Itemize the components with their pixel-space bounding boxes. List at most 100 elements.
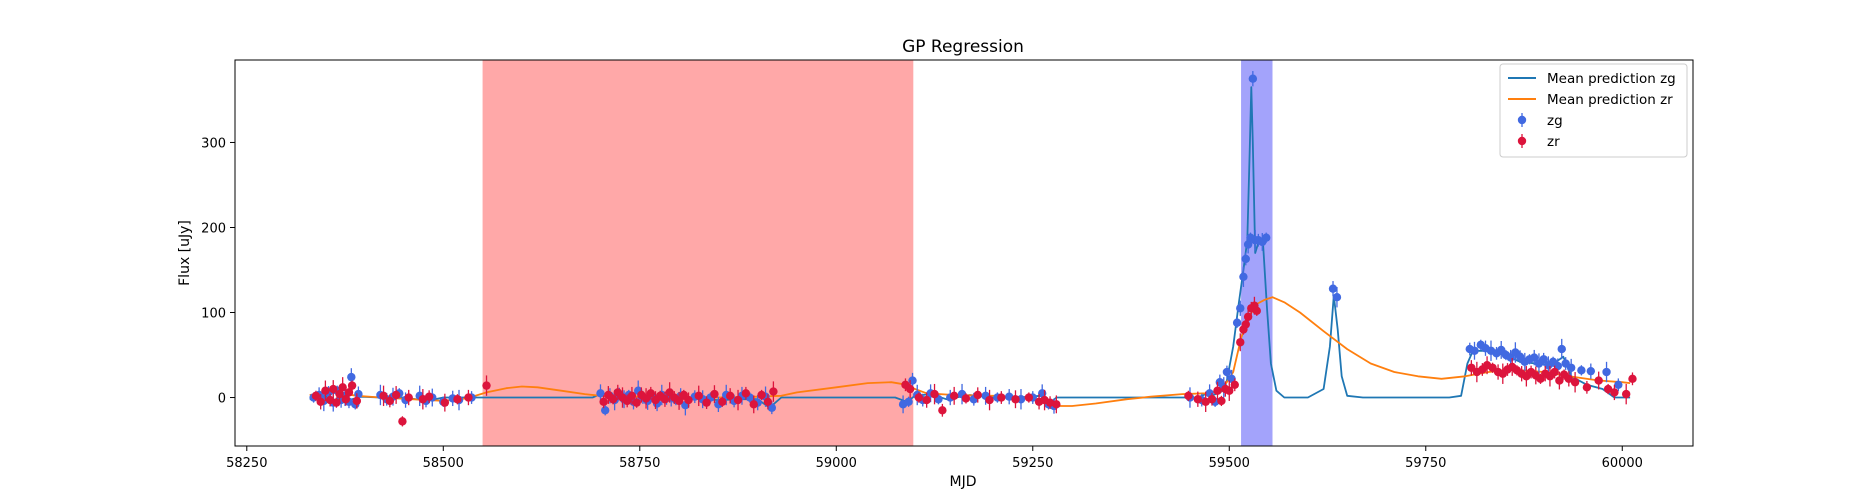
x-axis-label: MJD xyxy=(950,474,977,490)
point-zr xyxy=(985,395,994,405)
point-zg xyxy=(1241,254,1250,264)
point-zr xyxy=(332,398,341,407)
point-zr xyxy=(1570,378,1580,387)
point-zr xyxy=(973,390,982,400)
point-zr xyxy=(1011,395,1020,404)
point-zg xyxy=(1539,355,1548,364)
point-zr xyxy=(440,398,450,407)
point-zr xyxy=(1555,376,1564,385)
point-zg xyxy=(1602,367,1611,377)
point-zr xyxy=(749,400,758,409)
point-zr xyxy=(684,395,693,405)
point-zg xyxy=(1332,293,1342,302)
point-zr xyxy=(404,393,413,402)
legend-label: zg xyxy=(1547,113,1563,129)
point-zg xyxy=(1586,366,1596,376)
y-tick-label: 200 xyxy=(201,221,226,236)
x-tick-label: 60000 xyxy=(1602,456,1643,471)
point-zr xyxy=(1550,367,1559,377)
point-zr xyxy=(938,406,947,415)
point-zr xyxy=(710,389,719,399)
point-zg xyxy=(767,403,777,412)
point-zr xyxy=(325,395,335,405)
x-axis-ticks: 58250 58500 58750 59000 59250 59500 59750 60000 xyxy=(226,446,1643,471)
y-tick-label: 300 xyxy=(201,136,226,151)
point-zg xyxy=(1328,284,1338,293)
point-zr xyxy=(453,395,462,404)
point-zr xyxy=(338,383,347,392)
point-zr xyxy=(769,387,778,396)
point-zr xyxy=(1243,312,1253,321)
point-zg xyxy=(1566,363,1576,372)
point-zr xyxy=(674,396,684,406)
observation-points xyxy=(309,71,1637,427)
point-zg xyxy=(1530,353,1539,362)
point-zr xyxy=(321,386,330,395)
point-zr xyxy=(1603,384,1613,394)
point-zr xyxy=(344,388,354,397)
point-zr xyxy=(311,391,321,401)
y-tick-label: 0 xyxy=(218,392,226,407)
point-zr xyxy=(1213,386,1222,395)
shaded-regions xyxy=(482,60,1273,446)
point-zr xyxy=(379,391,388,401)
point-zr xyxy=(424,392,434,401)
point-zr xyxy=(1582,383,1592,392)
point-zr xyxy=(391,390,401,400)
x-tick-label: 58250 xyxy=(226,456,267,471)
legend-box xyxy=(1499,63,1688,158)
point-zr xyxy=(718,397,727,406)
point-zr xyxy=(1193,395,1203,404)
point-zr xyxy=(341,395,351,404)
point-zg xyxy=(1262,233,1271,242)
point-zg xyxy=(596,389,605,398)
point-zr xyxy=(1217,396,1226,406)
point-zr xyxy=(725,391,735,401)
legend: Mean prediction zg Mean prediction zr zg zr xyxy=(1499,63,1688,158)
point-zr xyxy=(1225,386,1234,395)
point-zr xyxy=(1628,374,1637,384)
point-zr xyxy=(1610,388,1619,397)
point-zr xyxy=(1052,400,1061,409)
point-zr xyxy=(949,391,959,401)
point-zr xyxy=(930,389,939,399)
x-tick-label: 58750 xyxy=(619,456,660,471)
point-zr xyxy=(418,395,428,404)
point-zr xyxy=(757,390,766,400)
point-zr xyxy=(1252,306,1261,316)
point-zr xyxy=(347,381,357,390)
legend-label: Mean prediction zg xyxy=(1547,71,1676,87)
point-zr xyxy=(763,397,773,406)
point-zr xyxy=(608,395,618,404)
point-zr xyxy=(352,396,362,406)
point-zg xyxy=(1239,272,1248,282)
point-zr xyxy=(1024,393,1034,402)
y-axis-ticks: 0 100 200 300 xyxy=(201,136,235,407)
point-zg xyxy=(1557,344,1566,354)
point-zr xyxy=(961,394,971,403)
point-zg xyxy=(1248,74,1258,83)
point-zr xyxy=(1207,395,1217,404)
point-zr xyxy=(914,393,924,402)
y-axis-label: Flux [uJy] xyxy=(177,220,193,286)
legend-label: zr xyxy=(1547,134,1560,150)
point-zr xyxy=(922,395,931,405)
point-zr xyxy=(599,397,608,406)
point-zr xyxy=(1230,380,1239,389)
point-zg xyxy=(1004,392,1014,401)
point-zr xyxy=(997,393,1006,402)
point-zr xyxy=(398,417,407,426)
chart-title: GP Regression xyxy=(902,37,1024,57)
point-zr xyxy=(1594,376,1603,385)
point-zr xyxy=(1236,338,1245,347)
point-zg xyxy=(904,397,913,406)
point-zr xyxy=(385,396,395,406)
legend-swatch xyxy=(1517,115,1527,125)
point-zr xyxy=(1045,398,1055,407)
point-zr xyxy=(1564,374,1574,384)
point-zr xyxy=(1201,397,1210,406)
legend-swatch xyxy=(1517,136,1527,146)
point-zg xyxy=(347,372,356,382)
point-zg xyxy=(1222,367,1232,377)
